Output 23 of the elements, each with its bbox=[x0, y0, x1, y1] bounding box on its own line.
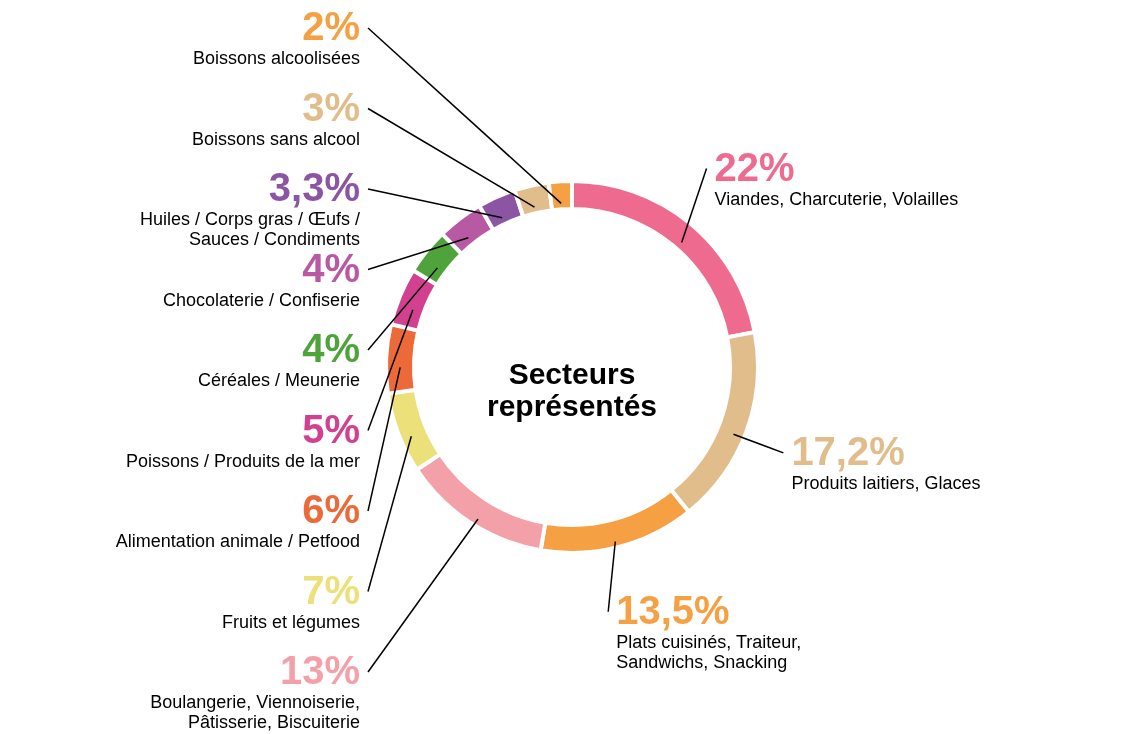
data-label: 4% bbox=[302, 326, 360, 370]
slice-label: Chocolaterie / Confiserie bbox=[162, 289, 360, 310]
data-label: 6% bbox=[302, 487, 360, 531]
slice-label: Poissons / Produits de la mer bbox=[125, 450, 360, 471]
data-label: 5% bbox=[302, 406, 360, 451]
data-label: 3,3% bbox=[268, 165, 360, 209]
slice-label: Céréales / Meunerie bbox=[197, 370, 360, 390]
slice-label: Viandes, Charcuterie, Volailles bbox=[714, 188, 959, 209]
slice-label: Alimentation animale / Petfood bbox=[115, 531, 360, 551]
data-label: 7% bbox=[302, 567, 360, 612]
slice-label: Produits laitiers, Glaces bbox=[791, 472, 981, 493]
slice-label: Boissons sans alcool bbox=[191, 128, 360, 149]
data-label: 13% bbox=[279, 648, 360, 692]
slice-label: Fruits et légumes bbox=[221, 611, 360, 632]
data-label: 17,2% bbox=[791, 428, 905, 473]
data-label: 2% bbox=[302, 4, 360, 48]
slice-label: Plats cuisinés, Traiteur, Sandwichs, Snacking bbox=[616, 631, 802, 672]
data-label: 3% bbox=[302, 84, 360, 129]
data-label: 22% bbox=[714, 144, 795, 189]
slice-label: Boissons alcoolisées bbox=[192, 48, 360, 68]
text: Secteurs représentés bbox=[486, 357, 658, 422]
slice-label: Boulangerie, Viennoiserie, Pâtisserie, Biscuiterie bbox=[150, 692, 360, 732]
data-label: 13,5% bbox=[616, 587, 730, 632]
